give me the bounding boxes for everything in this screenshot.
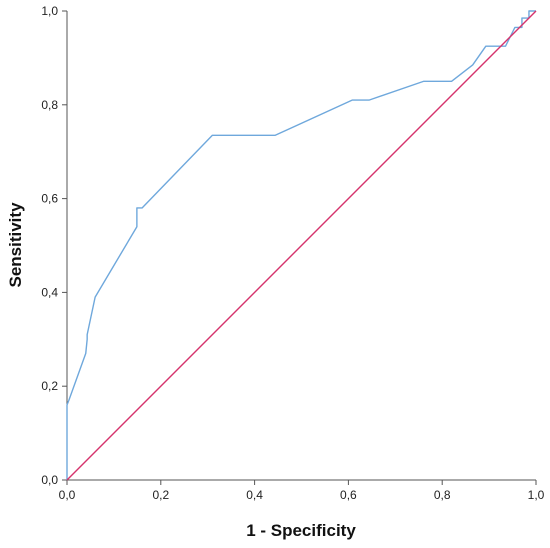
y-tick-label: 0,8 [41,98,58,112]
x-tick-label: 1,0 [528,488,545,502]
reference-diagonal-line [66,10,537,481]
y-tick-label: 0,6 [41,192,58,206]
x-axis-ticks: 0,0 0,2 0,4 0,6 0,8 1,0 [59,480,545,502]
y-tick-label: 0,0 [41,473,58,487]
x-tick-label: 0,2 [152,488,169,502]
x-tick-label: 0,6 [340,488,357,502]
roc-curve-line [66,10,536,480]
y-tick-label: 0,4 [41,285,58,299]
y-tick-label: 1,0 [41,4,58,18]
plot-area [66,11,536,481]
x-tick-label: 0,8 [434,488,451,502]
x-tick-label: 0,4 [246,488,263,502]
series-layer [66,10,537,481]
y-axis-ticks: 0,0 0,2 0,4 0,6 0,8 1,0 [41,4,67,487]
y-tick-label: 0,2 [41,379,58,393]
x-axis-title: 1 - Specificity [246,521,356,540]
y-axis-title: Sensitivity [6,202,25,288]
x-tick-label: 0,0 [59,488,76,502]
